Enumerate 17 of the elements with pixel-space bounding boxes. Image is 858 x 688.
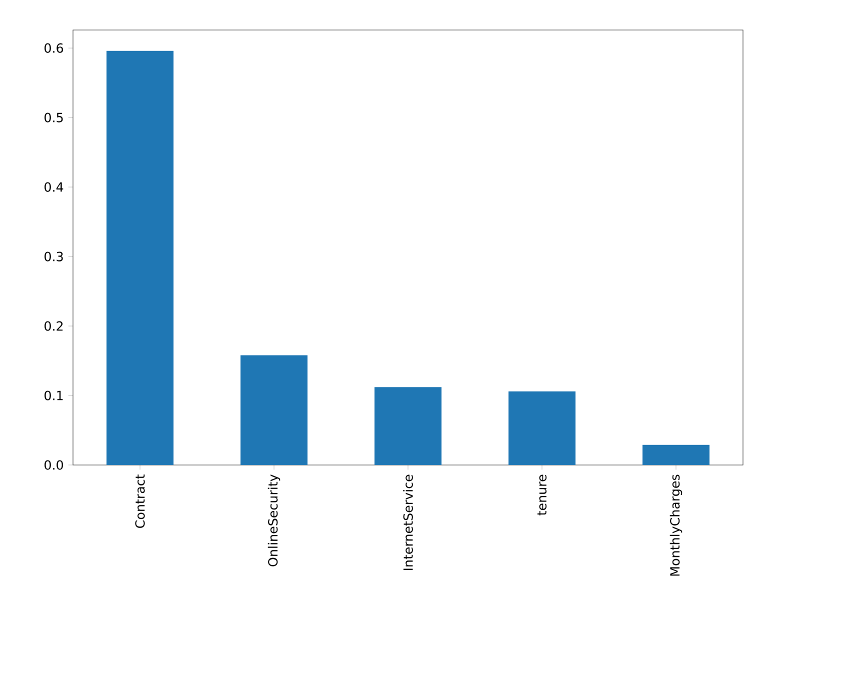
bar	[374, 387, 442, 465]
x-tick-label: OnlineSecurity	[268, 474, 280, 566]
x-tick-label: InternetService	[403, 474, 413, 570]
x-tick-label: MonthlyCharges	[670, 474, 682, 576]
bar	[508, 391, 576, 465]
y-tick-label: 0.0	[44, 460, 64, 470]
bar	[642, 444, 710, 465]
x-tick-label: Contract	[135, 474, 145, 528]
x-tick-label: tenure	[537, 474, 547, 516]
y-tick-label: 0.3	[44, 252, 63, 262]
y-tick-label: 0.2	[44, 321, 63, 331]
y-tick-label: 0.1	[44, 390, 63, 400]
bar	[106, 50, 174, 465]
y-tick-label: 0.6	[44, 43, 64, 53]
y-tick-label: 0.5	[44, 112, 63, 122]
bar	[240, 355, 308, 465]
y-tick-label: 0.4	[44, 182, 64, 192]
